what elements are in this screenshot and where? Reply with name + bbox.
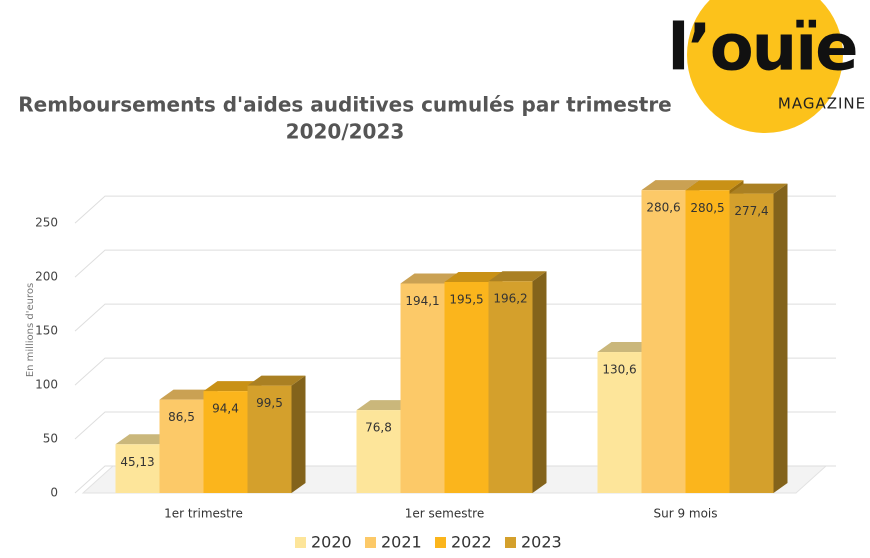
grid-line xyxy=(74,357,836,386)
bar xyxy=(400,283,445,493)
value-label: 94,4 xyxy=(212,402,239,416)
chart-title: Remboursements d'aides auditives cumulés… xyxy=(18,93,672,117)
bar-side xyxy=(773,183,788,493)
bar-top xyxy=(685,180,744,191)
grid-line xyxy=(74,465,836,494)
legend-swatch xyxy=(505,537,516,548)
bar-top xyxy=(597,342,656,353)
value-label: 130,6 xyxy=(602,363,636,377)
value-label: 280,5 xyxy=(690,201,724,215)
value-label: 195,5 xyxy=(449,292,483,306)
y-tick-label: 0 xyxy=(50,486,58,500)
bar xyxy=(115,444,160,493)
legend-swatch xyxy=(365,537,376,548)
chart-subtitle: 2020/2023 xyxy=(286,120,405,144)
value-label: 194,1 xyxy=(405,294,439,308)
bar-top xyxy=(400,273,459,284)
logo-circle xyxy=(687,0,843,133)
bar-top xyxy=(203,381,262,392)
bar-top xyxy=(247,375,306,386)
bar-side xyxy=(291,375,306,493)
x-tick-label: 1er semestre xyxy=(405,507,484,521)
value-label: 86,5 xyxy=(168,410,195,424)
y-tick-label: 200 xyxy=(35,270,58,284)
x-tick-label: Sur 9 mois xyxy=(653,507,717,521)
logo-name: l’ouïe xyxy=(667,12,856,86)
legend-label: 2021 xyxy=(381,533,422,552)
bar-top xyxy=(488,271,547,282)
bar xyxy=(444,281,489,493)
bar-top xyxy=(115,434,174,445)
grid-line xyxy=(74,411,836,440)
value-label: 196,2 xyxy=(493,292,527,306)
legend-label: 2023 xyxy=(521,533,562,552)
bar xyxy=(203,391,248,493)
bar-top xyxy=(356,400,415,411)
y-axis-label: En millions d'euros xyxy=(25,283,36,377)
grid-line xyxy=(74,249,836,278)
bar xyxy=(729,193,774,493)
legend-label: 2020 xyxy=(311,533,352,552)
logo-tagline: MAGAZINE xyxy=(778,95,866,113)
grid-line xyxy=(74,303,836,332)
legend-swatch xyxy=(295,537,306,548)
bar xyxy=(247,385,292,493)
bar xyxy=(641,190,686,494)
bar xyxy=(597,352,642,493)
y-tick-label: 100 xyxy=(35,378,58,392)
x-tick-label: 1er trimestre xyxy=(164,507,243,521)
legend-swatch xyxy=(435,537,446,548)
y-tick-label: 50 xyxy=(43,432,58,446)
value-label: 45,13 xyxy=(120,455,154,469)
bar xyxy=(159,399,204,493)
legend-label: 2022 xyxy=(451,533,492,552)
bar-top xyxy=(729,183,788,194)
bar-top xyxy=(641,180,700,191)
y-tick-label: 250 xyxy=(35,216,58,230)
value-label: 277,4 xyxy=(734,204,768,218)
bar xyxy=(488,281,533,493)
y-tick-label: 150 xyxy=(35,324,58,338)
bar-top xyxy=(444,271,503,282)
value-label: 280,6 xyxy=(646,201,680,215)
bar xyxy=(356,410,401,493)
value-label: 76,8 xyxy=(365,421,392,435)
bar-top xyxy=(159,389,218,400)
bar-side xyxy=(532,271,547,493)
value-label: 99,5 xyxy=(256,396,283,410)
bar xyxy=(685,190,730,493)
grid-line xyxy=(74,195,836,224)
